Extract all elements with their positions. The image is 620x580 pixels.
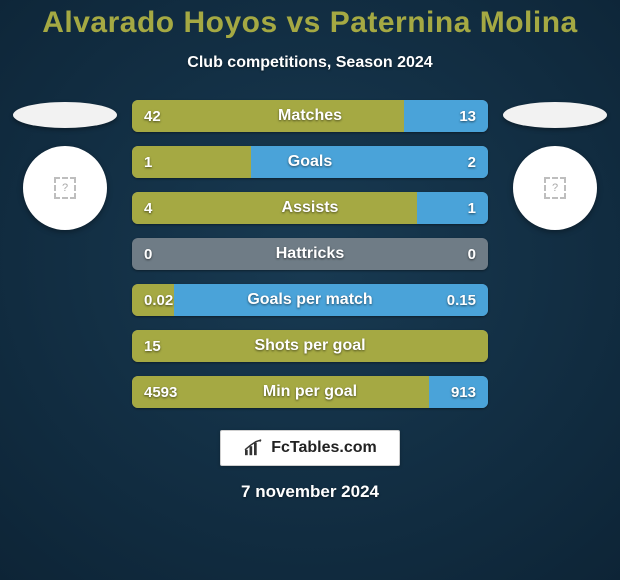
- stat-row: Shots per goal15: [132, 330, 488, 362]
- brand-text: FcTables.com: [271, 439, 377, 457]
- page-subtitle: Club competitions, Season 2024: [0, 54, 620, 72]
- stat-row: Hattricks0 0: [132, 238, 488, 270]
- left-player-side: ?: [6, 100, 124, 230]
- left-club-badge: ?: [23, 146, 107, 230]
- stat-value-right: 13: [459, 100, 476, 132]
- right-flag: [503, 102, 607, 128]
- stat-bar-right: [174, 284, 488, 316]
- stat-value-right: 2: [468, 146, 476, 178]
- stat-bar-left: [132, 330, 488, 362]
- page-title: Alvarado Hoyos vs Paternina Molina: [0, 6, 620, 40]
- stat-bar-right: [417, 192, 488, 224]
- stat-row: Goals per match0.020.15: [132, 284, 488, 316]
- stat-bar-left: [132, 192, 417, 224]
- stat-value-left: 15: [144, 330, 161, 362]
- branding-box: FcTables.com: [220, 430, 400, 466]
- stat-value-left: 0: [144, 238, 152, 270]
- stat-value-left: 42: [144, 100, 161, 132]
- stat-value-right: 0.15: [447, 284, 476, 316]
- right-player-side: ?: [496, 100, 614, 230]
- image-placeholder-icon: ?: [54, 177, 76, 199]
- comparison-area: ? Matches4213Goals12Assists41Hattricks00…: [0, 100, 620, 408]
- stat-row: Goals12: [132, 146, 488, 178]
- brand-chart-icon: [243, 439, 265, 457]
- date-text: 7 november 2024: [241, 482, 379, 502]
- stat-value-right: 1: [468, 192, 476, 224]
- right-club-badge: ?: [513, 146, 597, 230]
- stat-value-left: 1: [144, 146, 152, 178]
- stat-row: Matches4213: [132, 100, 488, 132]
- stat-value-right: 0: [468, 238, 476, 270]
- stat-value-left: 4: [144, 192, 152, 224]
- footer: FcTables.com 7 november 2024: [0, 430, 620, 502]
- stat-label: Hattricks: [132, 238, 488, 270]
- stats-bars: Matches4213Goals12Assists41Hattricks00Go…: [124, 100, 496, 408]
- stat-value-right: 913: [451, 376, 476, 408]
- stat-bar-left: [132, 100, 404, 132]
- stat-bar-right: [251, 146, 488, 178]
- stat-value-left: 4593: [144, 376, 177, 408]
- stat-row: Assists41: [132, 192, 488, 224]
- stat-row: Min per goal4593913: [132, 376, 488, 408]
- left-flag: [13, 102, 117, 128]
- image-placeholder-icon: ?: [544, 177, 566, 199]
- stat-value-left: 0.02: [144, 284, 173, 316]
